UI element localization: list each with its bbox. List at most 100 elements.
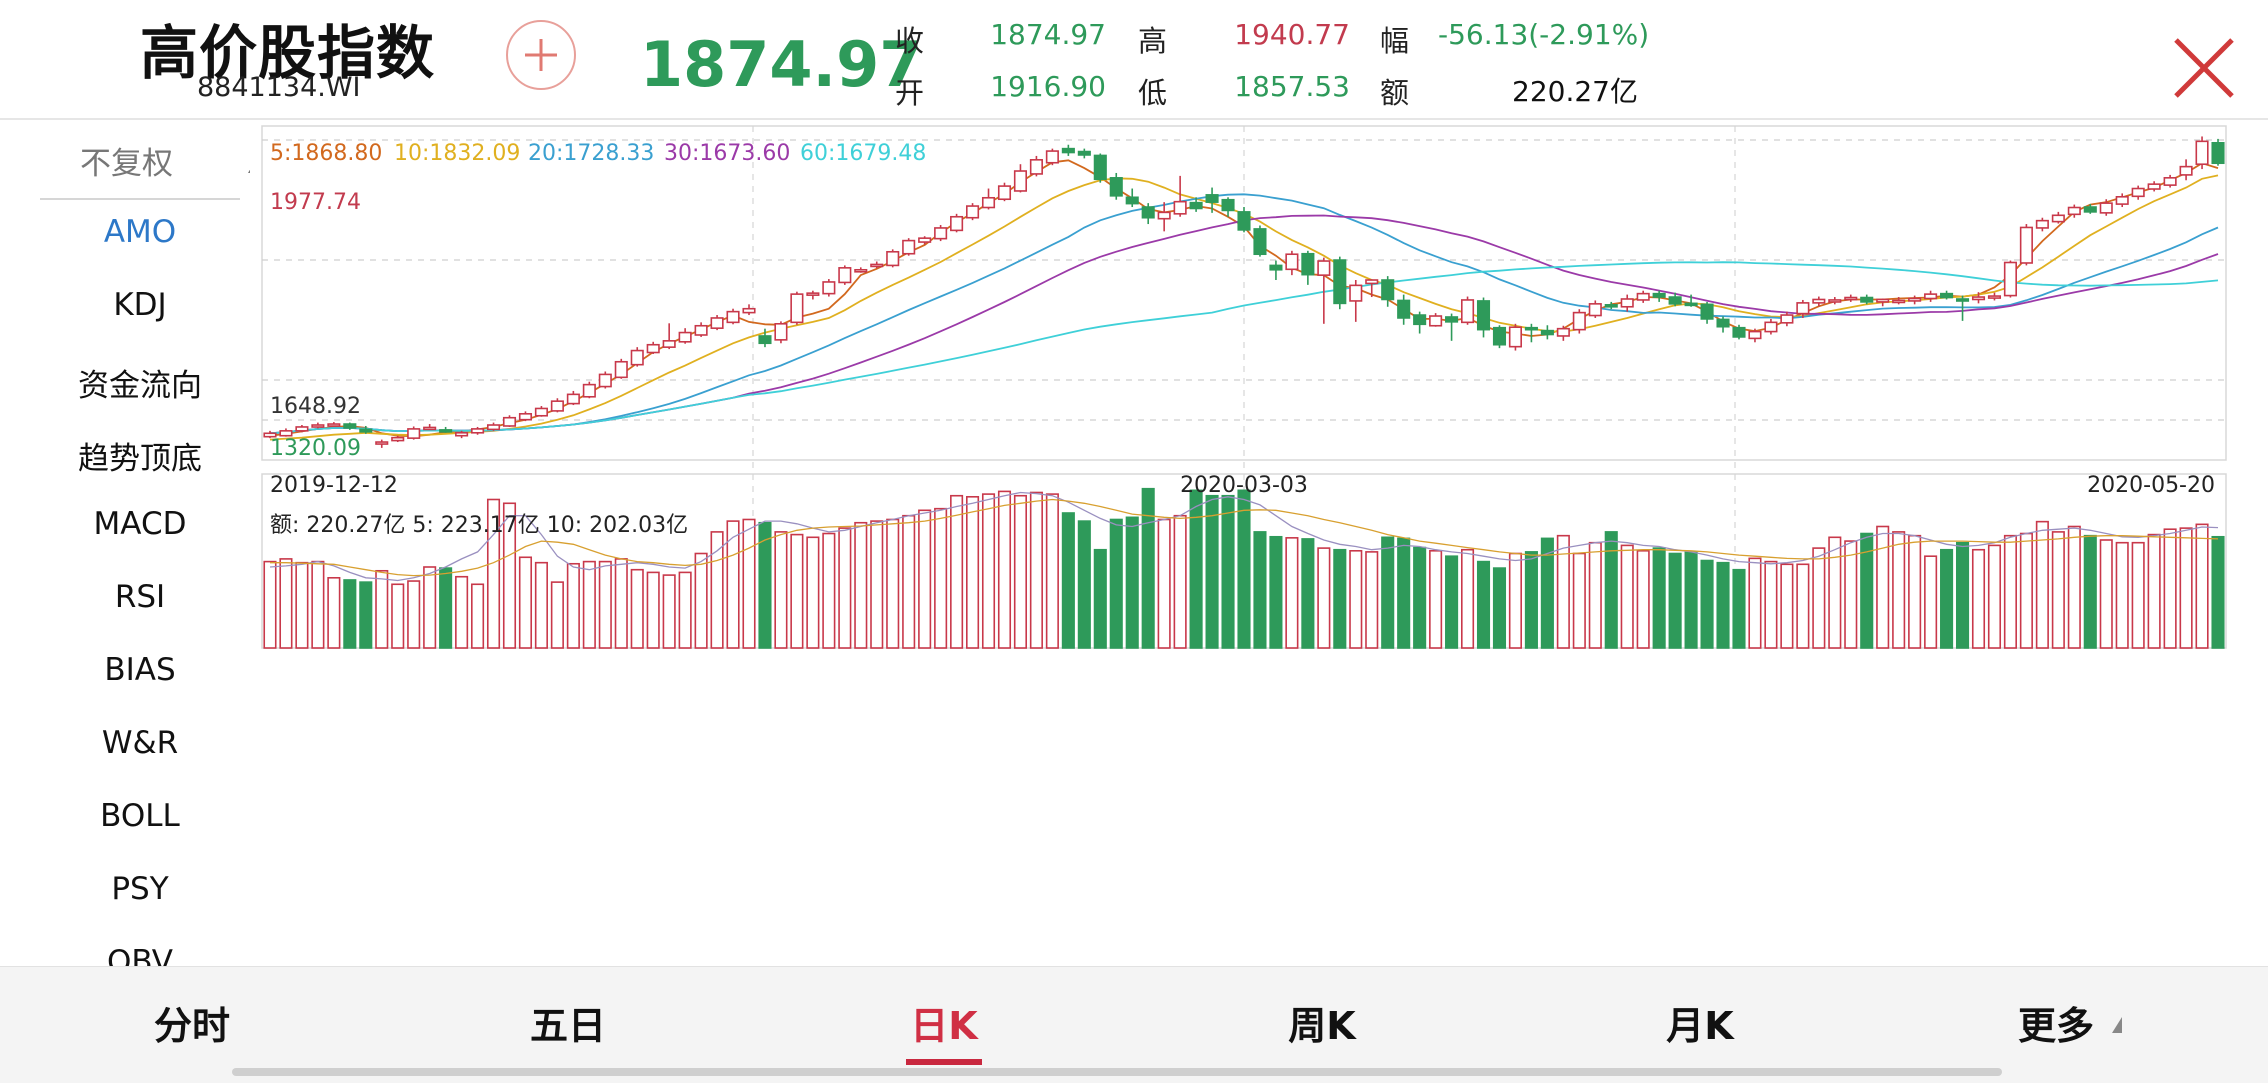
volume-bar xyxy=(1684,551,1698,649)
candle xyxy=(1764,318,1778,335)
volume-bar xyxy=(1812,547,1826,649)
candle-body xyxy=(742,307,756,314)
candle-body xyxy=(997,185,1012,201)
candle-body xyxy=(870,263,884,268)
volume-bar xyxy=(1940,548,1954,649)
volume-bar xyxy=(1828,536,1842,649)
candle xyxy=(1876,298,1890,307)
volume-bar xyxy=(742,518,756,649)
price-adjust-select[interactable]: 不复权 xyxy=(40,138,250,188)
indicator-rsi[interactable]: RSI xyxy=(114,579,166,615)
candle-body xyxy=(1445,316,1459,323)
candle xyxy=(997,182,1012,202)
tab-weekly-k[interactable]: 周K xyxy=(1288,1004,1356,1048)
indicator-obv[interactable]: OBV xyxy=(107,944,173,966)
index-name: 高价股指数 xyxy=(140,19,436,87)
volume-bar xyxy=(838,527,852,649)
tab-daily-k[interactable]: 日K xyxy=(910,1004,978,1048)
candle-body xyxy=(1955,298,1970,302)
candle-body xyxy=(1588,303,1602,317)
candle-body xyxy=(822,281,836,295)
volume-bar xyxy=(1620,544,1634,649)
candle xyxy=(1924,290,1938,302)
indicator-wr[interactable]: W&R xyxy=(101,725,179,761)
kline-chart[interactable]: 5:1868.80 10:1832.09 20:1728.33 30:1673.60 6… xyxy=(0,118,2268,966)
horizontal-scrollbar[interactable] xyxy=(232,1068,2002,1076)
plus-circle-icon xyxy=(525,39,557,71)
candle-body xyxy=(566,393,580,405)
date-label-mid: 2020-03-03 xyxy=(1180,473,1308,498)
tab-intraday[interactable]: 分时 xyxy=(153,1004,231,1048)
volume-bar xyxy=(407,580,421,649)
candle xyxy=(1029,155,1043,177)
candle-body xyxy=(726,310,740,324)
candle xyxy=(2019,224,2033,266)
quote-label-open: 开 xyxy=(895,76,925,110)
candle xyxy=(1620,294,1634,312)
candle-body xyxy=(2131,187,2145,198)
candle-body xyxy=(1796,302,1810,315)
volume-bar xyxy=(343,579,357,649)
candle xyxy=(327,422,341,427)
volume-bar xyxy=(790,533,804,649)
candle-body xyxy=(534,407,548,417)
indicator-bias[interactable]: BIAS xyxy=(104,652,176,688)
indicator-amo[interactable]: AMO xyxy=(103,214,177,250)
candle xyxy=(471,426,485,435)
candle xyxy=(774,321,788,344)
candle xyxy=(662,323,676,350)
indicator-boll[interactable]: BOLL xyxy=(100,798,180,834)
close-button[interactable] xyxy=(2172,36,2236,100)
candle-body xyxy=(2147,183,2161,190)
volume-bar xyxy=(455,575,469,649)
volume-bar xyxy=(1892,531,1906,649)
volume-bar xyxy=(423,566,437,649)
candle-body xyxy=(2051,214,2065,223)
candle-body xyxy=(1732,326,1746,338)
candle-body xyxy=(550,400,564,412)
candle-body xyxy=(694,324,708,336)
candle-body xyxy=(1812,298,1826,304)
candle-body xyxy=(614,360,628,379)
volume-bar xyxy=(1764,560,1778,649)
candle xyxy=(1636,290,1650,303)
candle xyxy=(1668,292,1682,307)
indicator-kdj[interactable]: KDJ xyxy=(113,287,167,323)
candle xyxy=(598,371,612,389)
candle xyxy=(1301,250,1315,285)
candle xyxy=(1349,280,1363,322)
volume-bar xyxy=(2179,527,2193,649)
candle-body xyxy=(1013,170,1028,192)
tab-five-day[interactable]: 五日 xyxy=(529,1004,607,1048)
candle-body xyxy=(455,431,469,437)
indicator-macd[interactable]: MACD xyxy=(93,506,187,542)
candle xyxy=(2163,174,2177,188)
candle xyxy=(1013,164,1028,193)
tab-monthly-k[interactable]: 月K xyxy=(1666,1004,1734,1048)
tab-more[interactable]: 更多 xyxy=(2017,1004,2095,1048)
volume-bar xyxy=(311,560,325,649)
indicator-fund-flow[interactable]: 资金流向 xyxy=(78,368,202,404)
volume-bar xyxy=(1013,494,1028,649)
add-to-watchlist-button[interactable] xyxy=(506,20,576,90)
volume-bar xyxy=(1460,548,1475,649)
candle xyxy=(838,265,852,285)
candle-body xyxy=(1860,296,1874,303)
volume-bar xyxy=(726,520,740,649)
ma-legend-item: 5:1868.80 xyxy=(270,141,382,166)
candle xyxy=(311,422,325,429)
candle xyxy=(1604,301,1618,310)
candle-body xyxy=(678,331,692,343)
candle-body xyxy=(886,250,900,267)
volume-bar xyxy=(1445,555,1459,649)
volume-bar xyxy=(1508,552,1522,649)
indicator-psy[interactable]: PSY xyxy=(111,871,169,907)
candle-body xyxy=(1301,252,1315,276)
volume-bar xyxy=(1476,560,1491,649)
candle-body xyxy=(359,428,373,433)
candle-body xyxy=(1157,211,1171,220)
candle xyxy=(1460,296,1475,325)
candle xyxy=(1205,187,1219,213)
volume-bar xyxy=(1029,491,1043,649)
indicator-trend-top-bottom[interactable]: 趋势顶底 xyxy=(78,441,202,477)
